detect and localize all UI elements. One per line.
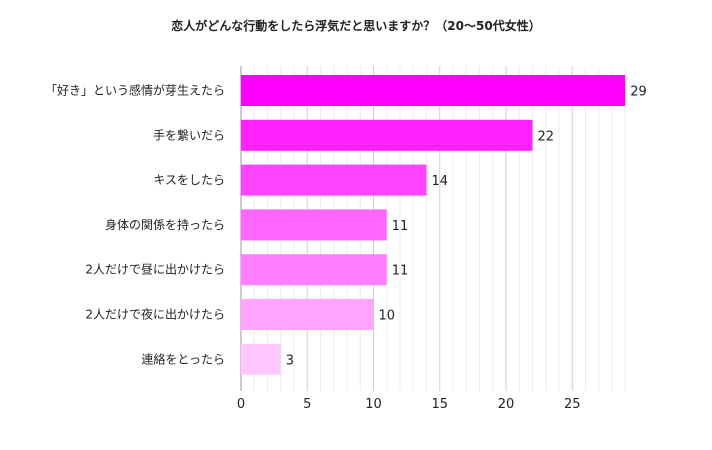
category-label: 連絡をとったら [141,351,225,366]
bar [241,209,387,241]
x-tick-label: 5 [303,397,311,412]
chart-title: 恋人がどんな行動をしたら浮気だと思いますか？（20〜50代女性） [171,19,541,33]
category-label: 2人だけで夜に出かけたら [85,307,225,322]
bar [241,299,374,330]
x-tick-label: 25 [564,397,581,412]
category-label: 身体の関係を持ったら [105,217,225,232]
category-label: キスをしたら [153,173,225,187]
category-label: 手を繋いだら [153,127,225,142]
category-label: 2人だけで昼に出かけたら [85,263,225,277]
bar [241,119,533,151]
value-label: 10 [379,309,396,324]
value-label: 29 [630,85,647,100]
category-label: 「好き」という感情が芽生えたら [45,83,225,98]
x-tick-label: 10 [365,397,382,412]
value-label: 11 [392,264,409,279]
bars [241,75,626,375]
bar [241,343,281,375]
value-labels: 29 22 14 11 11 10 3 [286,85,647,369]
bar [241,164,427,196]
value-label: 11 [392,219,409,234]
x-tick-label: 0 [237,397,245,412]
value-label: 22 [538,129,555,144]
bar [241,75,626,106]
value-label: 3 [286,353,294,368]
x-tick-label: 20 [498,397,515,412]
bar [241,254,387,286]
x-tick-labels: 0 5 10 15 20 25 [237,397,581,412]
x-tick-label: 15 [431,397,448,412]
value-label: 14 [432,174,449,189]
